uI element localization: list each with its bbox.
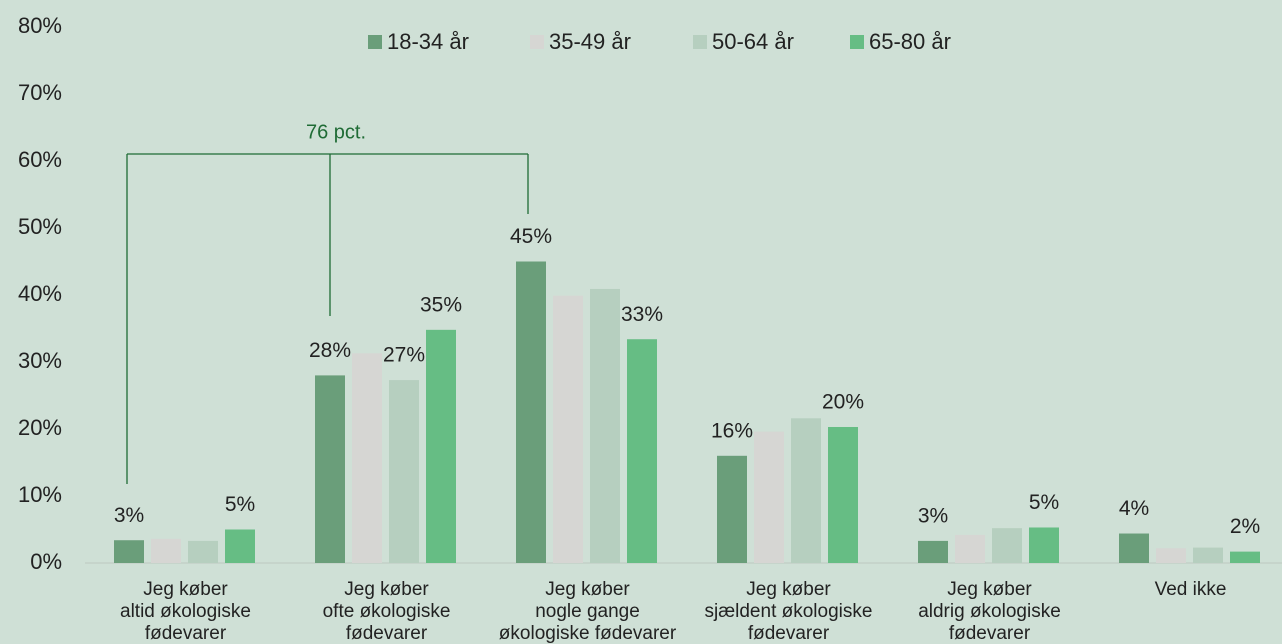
y-tick-label: 60% [18,147,62,172]
x-tick-label: Jeg køber aldrig økologiske fødevarer [918,579,1061,644]
legend-label: 65-80 år [869,29,951,54]
bar [352,353,382,563]
bar [315,375,345,563]
data-label: 33% [621,303,663,326]
bracket [126,153,529,484]
y-tick-label: 0% [30,549,62,574]
bar [955,534,985,563]
bar [389,380,419,563]
bar [590,288,620,563]
bar [992,528,1022,563]
y-tick-label: 70% [18,80,62,105]
data-label: 35% [420,293,462,316]
bar [754,431,784,563]
annotation: 76 pct. [306,121,366,143]
bar [188,540,218,563]
bar [426,329,456,563]
data-label: 2% [1230,515,1260,538]
y-tick-label: 80% [18,13,62,38]
x-tick-label: Jeg køber sjældent økologiske fødevarer [705,579,873,644]
bar [553,295,583,563]
y-tick-label: 50% [18,214,62,239]
x-tick-label: Jeg køber ofte økologiske fødevarer [323,579,451,644]
data-label: 20% [822,391,864,414]
legend-label: 18-34 år [387,29,469,54]
bar [717,455,747,563]
data-label: 4% [1119,497,1149,520]
legend-label: 35-49 år [549,29,631,54]
y-tick-label: 20% [18,415,62,440]
y-tick-label: 10% [18,482,62,507]
bar [516,261,546,563]
legend-swatch [693,35,707,49]
legend-swatch [368,35,382,49]
bar [918,540,948,563]
bar [1193,547,1223,563]
bar [1029,527,1059,563]
x-tick-label: Ved ikke [1155,579,1227,600]
data-label: 45% [510,225,552,248]
bar [114,540,144,563]
data-label: 28% [309,339,351,362]
bar [791,418,821,563]
y-tick-label: 40% [18,281,62,306]
data-label: 5% [1029,491,1059,514]
data-label: 3% [918,504,948,527]
bar [1230,551,1260,563]
bar [627,339,657,563]
y-tick-label: 30% [18,348,62,373]
x-tick-label: Jeg køber nogle gange økologiske fødevarer [499,579,677,644]
bar [828,426,858,563]
data-label: 3% [114,504,144,527]
legend-swatch [530,35,544,49]
data-label: 5% [225,493,255,516]
bar [151,538,181,563]
bar [225,529,255,563]
data-label: 27% [383,344,425,367]
legend-label: 50-64 år [712,29,794,54]
bar [1119,533,1149,563]
data-label: 16% [711,419,753,442]
bar [1156,548,1186,563]
x-tick-label: Jeg køber altid økologiske fødevarer [120,579,251,644]
legend-swatch [850,35,864,49]
